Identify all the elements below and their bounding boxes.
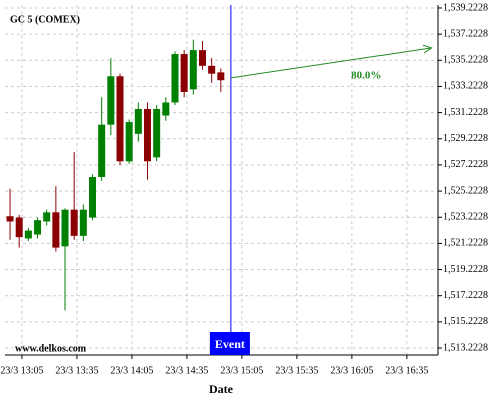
- candle-body: [116, 76, 124, 162]
- y-tick-label: 1,533.2228: [443, 81, 488, 92]
- y-tick-label: 1,539.2228: [443, 2, 488, 13]
- y-tick-label: 1,525.2228: [443, 185, 488, 196]
- candle-body: [189, 50, 197, 90]
- candle-body: [24, 230, 32, 239]
- candle-body: [162, 102, 170, 116]
- candle-body: [198, 50, 206, 66]
- event-label: Event: [215, 337, 245, 351]
- candle-body: [171, 54, 179, 103]
- y-tick-label: 1,517.2228: [443, 290, 488, 301]
- x-tick-label: 23/3 15:35: [275, 365, 318, 376]
- y-tick-label: 1,513.2228: [443, 342, 488, 353]
- candle-body: [153, 108, 161, 158]
- x-tick-label: 23/3 16:35: [385, 365, 428, 376]
- y-tick-label: 1,521.2228: [443, 238, 488, 249]
- candle-body: [89, 176, 97, 218]
- y-tick-label: 1,529.2228: [443, 133, 488, 144]
- y-tick-label: 1,531.2228: [443, 107, 488, 118]
- forecast-arrow: [230, 47, 432, 79]
- candle-body: [217, 72, 225, 81]
- x-tick-label: 23/3 14:35: [165, 365, 208, 376]
- y-tick-label: 1,515.2228: [443, 316, 488, 327]
- y-tick-label: 1,519.2228: [443, 264, 488, 275]
- candle-body: [6, 216, 14, 222]
- chart-title: GC 5 (COMEX): [10, 14, 80, 25]
- arrow-head: [422, 44, 433, 54]
- event-box: [209, 332, 250, 355]
- candle-body: [107, 76, 115, 125]
- x-tick-label: 23/3 13:35: [55, 365, 98, 376]
- candle-body: [79, 209, 87, 236]
- x-tick-label: 23/3 14:05: [110, 365, 153, 376]
- y-tick-label: 1,523.2228: [443, 212, 488, 223]
- x-axis-label: Date: [209, 382, 234, 396]
- y-tick-label: 1,537.2228: [443, 28, 488, 39]
- candle-body: [52, 212, 60, 248]
- candle-body: [134, 108, 142, 134]
- candle-body: [125, 122, 133, 162]
- y-tick-label: 1,527.2228: [443, 159, 488, 170]
- candle-body: [70, 209, 78, 236]
- arrow-label: 80.0%: [351, 69, 381, 81]
- x-tick-label: 23/3 16:05: [330, 365, 373, 376]
- candle-body: [98, 124, 106, 177]
- candle-body: [34, 220, 42, 235]
- watermark: www.delkos.com: [15, 343, 87, 354]
- candle-body: [144, 108, 152, 162]
- candle-body: [61, 209, 69, 247]
- y-tick-label: 1,535.2228: [443, 55, 488, 66]
- candle-body: [208, 65, 216, 74]
- x-tick-label: 23/3 13:05: [0, 365, 43, 376]
- candle-body: [180, 54, 188, 92]
- x-tick-label: 23/3 15:05: [220, 365, 263, 376]
- candle-body: [43, 212, 51, 222]
- candle-body: [15, 217, 23, 238]
